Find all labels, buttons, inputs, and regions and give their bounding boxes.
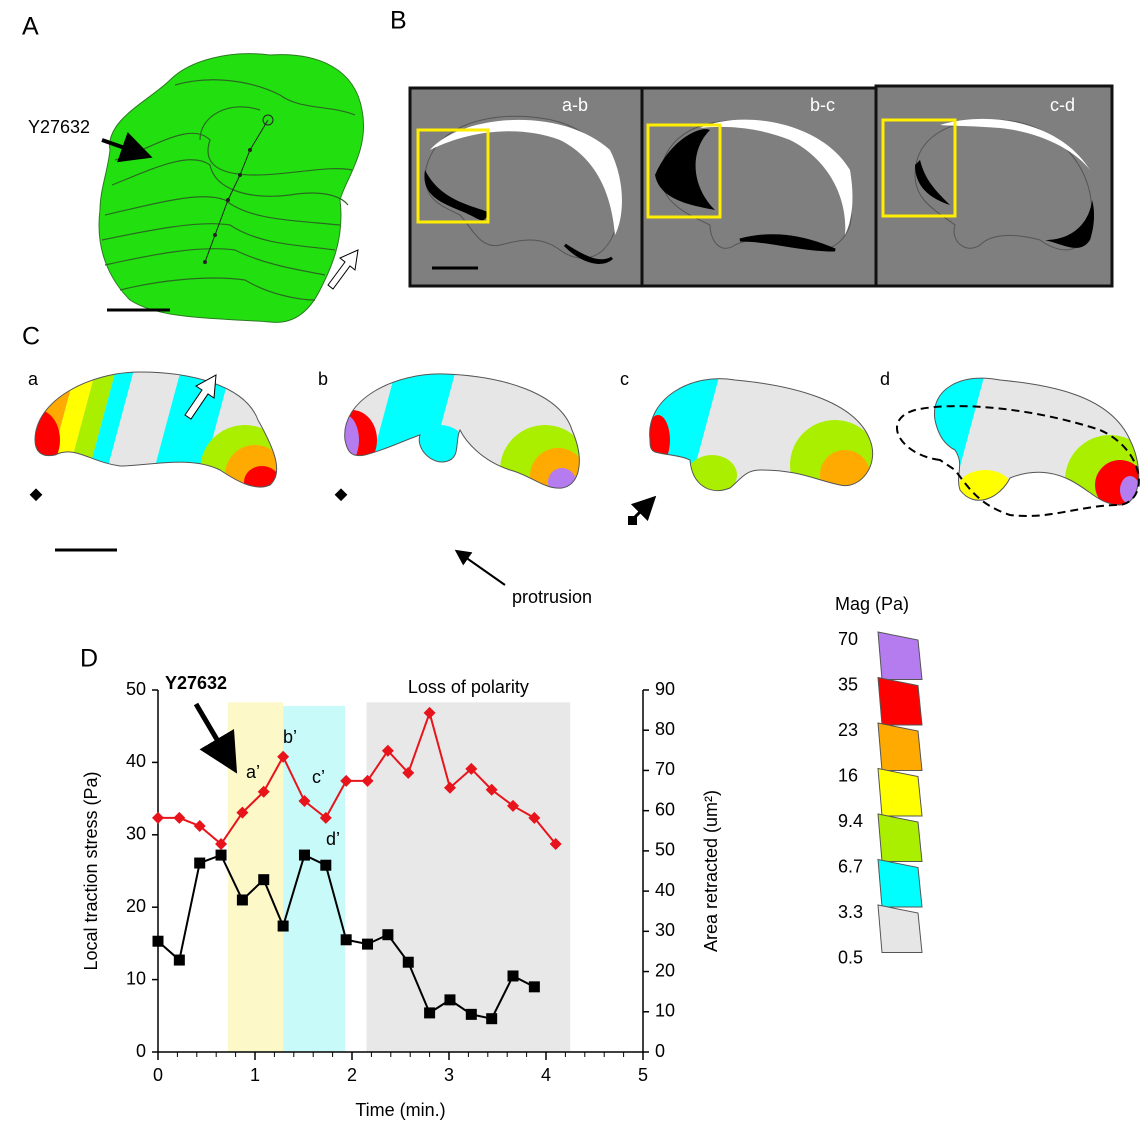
marker [173, 812, 185, 824]
marker [362, 939, 373, 950]
annotation: Y27632 [28, 117, 90, 137]
annotation: b’ [283, 727, 297, 747]
x-tick-label: 3 [444, 1065, 454, 1085]
colorbar-label: 16 [838, 765, 858, 785]
y2-tick-label: 60 [655, 799, 675, 819]
y2-tick-label: 20 [655, 960, 675, 980]
panel-label: C [22, 323, 40, 351]
annotation-arrow [196, 704, 232, 765]
y2-axis-title: Area retracted (um²) [701, 790, 721, 952]
page: A Y27632 B a-b b-c c-d C a b c d [0, 0, 1148, 1130]
annotation: a’ [246, 762, 260, 782]
cell-outline-stack [99, 54, 364, 323]
colorbar-label: 0.5 [838, 947, 863, 967]
y2-tick-label: 90 [655, 679, 675, 699]
y2-tick-label: 0 [655, 1041, 665, 1061]
colorbar-swatch [878, 723, 922, 771]
heatmap-cell [228, 350, 600, 515]
y2-tick-label: 40 [655, 880, 675, 900]
frame [876, 86, 1112, 286]
colorbar: 70 35 23 16 9.4 6.7 3.3 0.5 [838, 629, 922, 968]
frame [642, 88, 876, 286]
colorbar-label: 35 [838, 674, 858, 694]
marker [278, 921, 289, 932]
colorbar-swatch [878, 905, 922, 953]
annotation: d’ [326, 829, 340, 849]
marker [382, 929, 393, 940]
marker [237, 894, 248, 905]
x-tick-label: 5 [638, 1065, 648, 1085]
y2-tick-label: 30 [655, 920, 675, 940]
frame [410, 88, 642, 286]
colorbar-label: 70 [838, 629, 858, 649]
heatmap-cell [0, 350, 320, 515]
marker [444, 994, 455, 1005]
colorbar-label: 9.4 [838, 811, 863, 831]
marker [486, 1013, 497, 1024]
marker [341, 934, 352, 945]
colorbar-title: Mag (Pa) [835, 594, 909, 614]
colorbar-label: 23 [838, 720, 858, 740]
x-tick-label: 2 [347, 1065, 357, 1085]
y-tick-label: 40 [126, 751, 146, 771]
arrow [458, 552, 505, 585]
colorbar-swatch [878, 769, 922, 817]
arrow [634, 500, 652, 518]
frame-label: d [880, 369, 890, 389]
shaded-span [283, 706, 345, 1052]
panel-label: B [390, 7, 407, 35]
panel-label: A [22, 13, 39, 41]
colorbar-label: 6.7 [838, 856, 863, 876]
marker [403, 957, 414, 968]
frame-label: b-c [810, 95, 835, 115]
y2-tick-label: 50 [655, 840, 675, 860]
colorbar-swatch [878, 632, 922, 680]
colorbar-swatch [878, 678, 922, 726]
frame-label: a [28, 369, 39, 389]
y2-tick-label: 10 [655, 1001, 675, 1021]
x-tick-label: 1 [250, 1065, 260, 1085]
shaded-span [367, 702, 571, 1052]
y-tick-label: 10 [126, 968, 146, 988]
y-tick-label: 0 [136, 1041, 146, 1061]
marker [529, 981, 540, 992]
panel-label: D [80, 645, 98, 673]
frame-label: a-b [562, 95, 588, 115]
frame-label: c-d [1050, 95, 1075, 115]
colorbar-swatch [878, 814, 922, 862]
marker [508, 970, 519, 981]
marker [153, 936, 164, 947]
frame-label: b [318, 369, 328, 389]
y-tick-label: 30 [126, 824, 146, 844]
marker [299, 850, 310, 861]
marker [335, 488, 348, 501]
shaded-span [228, 702, 283, 1052]
marker [194, 858, 205, 869]
frame-label: c [620, 369, 629, 389]
colorbar-label: 3.3 [838, 902, 863, 922]
annotation: protrusion [512, 587, 592, 607]
y2-tick-label: 70 [655, 759, 675, 779]
y-tick-label: 50 [126, 679, 146, 699]
span-label: Loss of polarity [408, 677, 529, 697]
marker [320, 860, 331, 871]
chart: Loss of polarity010203040500102030405060… [81, 673, 721, 1120]
x-axis-title: Time (min.) [355, 1100, 445, 1120]
marker [466, 1009, 477, 1020]
figure: A Y27632 B a-b b-c c-d C a b c d [0, 0, 1148, 1125]
x-tick-label: 4 [541, 1065, 551, 1085]
marker [30, 488, 43, 501]
colorbar-swatch [878, 860, 922, 908]
y2-tick-label: 80 [655, 719, 675, 739]
y-axis-title: Local traction stress (Pa) [81, 771, 101, 970]
marker [258, 874, 269, 885]
marker [152, 812, 164, 824]
annotation: c’ [312, 767, 325, 787]
marker [424, 1007, 435, 1018]
x-tick-label: 0 [153, 1065, 163, 1085]
marker [216, 850, 227, 861]
marker [174, 955, 185, 966]
y-tick-label: 20 [126, 896, 146, 916]
annotation: Y27632 [165, 673, 227, 693]
